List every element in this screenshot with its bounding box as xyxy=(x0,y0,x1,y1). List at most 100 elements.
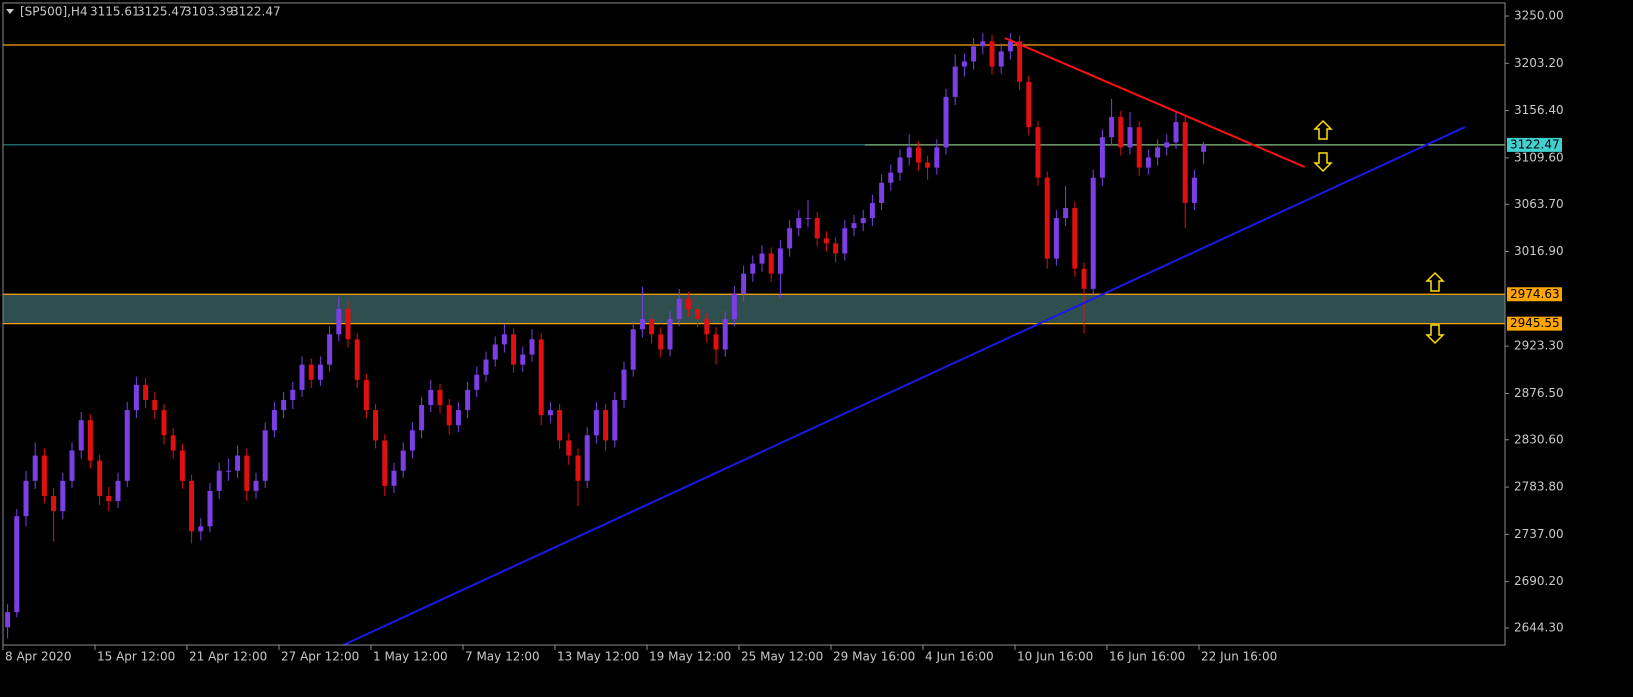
candle-body xyxy=(198,526,204,532)
candle-body xyxy=(41,455,47,496)
candle-body xyxy=(1081,268,1087,289)
candle-body xyxy=(281,399,287,411)
candle-body xyxy=(1145,157,1151,168)
candle-body xyxy=(934,147,940,168)
candle-body xyxy=(704,319,710,335)
trend-line xyxy=(1004,37,1306,168)
candle-body xyxy=(115,480,121,502)
candle-body xyxy=(805,218,811,220)
candle-body xyxy=(1201,144,1207,152)
x-tick-label: 27 Apr 12:00 xyxy=(281,650,359,664)
candle-body xyxy=(833,243,839,254)
candle-body xyxy=(667,319,673,350)
y-tick-label: 2876.50 xyxy=(1514,386,1564,400)
price-tag xyxy=(1507,316,1562,331)
candle-body xyxy=(823,238,829,244)
candle-body xyxy=(207,490,213,527)
candle-body xyxy=(1007,41,1013,52)
candle-body xyxy=(336,309,342,335)
candle-body xyxy=(271,410,277,431)
candle-body xyxy=(1072,208,1078,269)
candle-body xyxy=(23,480,29,517)
candle-body xyxy=(768,253,774,274)
x-tick-label: 25 May 12:00 xyxy=(741,650,823,664)
candle-body xyxy=(465,389,471,411)
candle-body xyxy=(106,495,112,502)
candle-body xyxy=(1182,122,1188,203)
candle-body xyxy=(225,470,231,472)
x-tick-label: 15 Apr 12:00 xyxy=(97,650,175,664)
candle-body xyxy=(777,248,783,274)
candle-body xyxy=(980,41,986,47)
candle-body xyxy=(713,334,719,350)
candle-body xyxy=(630,329,636,370)
x-tick-label: 8 Apr 2020 xyxy=(5,650,72,664)
y-tick-label: 3016.90 xyxy=(1514,244,1564,258)
candle-body xyxy=(860,218,866,224)
candle-body xyxy=(1109,117,1115,138)
candle-body xyxy=(649,319,655,335)
x-tick-label: 1 May 12:00 xyxy=(373,650,448,664)
y-tick-label: 2830.60 xyxy=(1514,432,1564,446)
candle-body xyxy=(409,430,415,451)
candle-body xyxy=(492,344,498,360)
candle-body xyxy=(216,470,222,491)
x-tick-label: 19 May 12:00 xyxy=(649,650,731,664)
x-tick-label: 4 Jun 16:00 xyxy=(925,650,994,664)
candle-body xyxy=(97,460,103,496)
candle-body xyxy=(971,46,977,62)
close-price: 3122.47 xyxy=(231,5,281,19)
candle-body xyxy=(906,147,912,158)
candle-body xyxy=(989,41,995,67)
candle-body xyxy=(124,410,130,481)
down-arrow xyxy=(1425,324,1445,345)
candle-layer xyxy=(5,33,1207,639)
high-price: 3125.47 xyxy=(137,5,187,19)
zone-layer xyxy=(3,294,1505,324)
candle-body xyxy=(557,410,563,441)
candle-body xyxy=(1044,177,1050,259)
candle-body xyxy=(14,516,20,613)
candle-body xyxy=(695,309,701,320)
candle-body xyxy=(511,334,517,365)
trendline-layer xyxy=(342,37,1466,646)
candle-body xyxy=(566,440,572,456)
candle-body xyxy=(69,450,75,481)
candle-body xyxy=(998,51,1004,67)
candle-body xyxy=(133,384,139,411)
y-tick-label: 2923.30 xyxy=(1514,339,1564,353)
candle-body xyxy=(1191,177,1197,203)
candle-body xyxy=(759,253,765,264)
level-layer xyxy=(3,44,1505,325)
up-arrow xyxy=(1425,271,1445,292)
candle-body xyxy=(842,228,848,254)
candle-body xyxy=(189,480,195,532)
candle-body xyxy=(354,339,360,380)
candle-body xyxy=(161,410,167,436)
candle-body xyxy=(244,455,250,491)
candle-body xyxy=(915,147,921,163)
candle-body xyxy=(290,389,296,400)
candle-body xyxy=(1127,127,1133,148)
header-toggle[interactable] xyxy=(6,9,14,14)
candle-body xyxy=(1173,122,1179,143)
candle-body xyxy=(253,480,259,491)
candle-body xyxy=(741,273,747,294)
candle-body xyxy=(1090,177,1096,289)
candle-body xyxy=(529,339,535,355)
candle-body xyxy=(400,450,406,471)
y-tick-label: 3109.60 xyxy=(1514,150,1564,164)
candle-body xyxy=(814,218,820,239)
candle-body xyxy=(1053,218,1059,259)
candle-body xyxy=(961,61,967,67)
candle-body xyxy=(428,389,434,406)
candle-body xyxy=(879,182,885,203)
price-tag xyxy=(1507,287,1562,302)
candle-body xyxy=(520,354,526,365)
trend-line xyxy=(342,126,1466,646)
candle-body xyxy=(658,334,664,350)
x-tick-label: 16 Jun 16:00 xyxy=(1109,650,1185,664)
y-tick-label: 3203.20 xyxy=(1514,56,1564,70)
